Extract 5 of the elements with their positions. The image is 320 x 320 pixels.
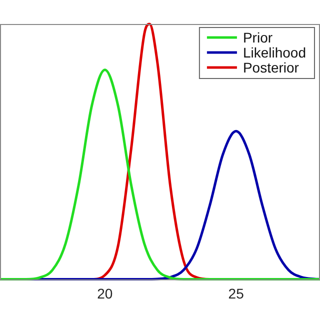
legend-label: Likelihood xyxy=(242,44,306,60)
legend-label: Prior xyxy=(242,29,273,46)
legend-label: Posterior xyxy=(242,59,300,76)
x-tick-label: 25 xyxy=(228,285,244,302)
x-tick-label: 20 xyxy=(97,285,113,302)
